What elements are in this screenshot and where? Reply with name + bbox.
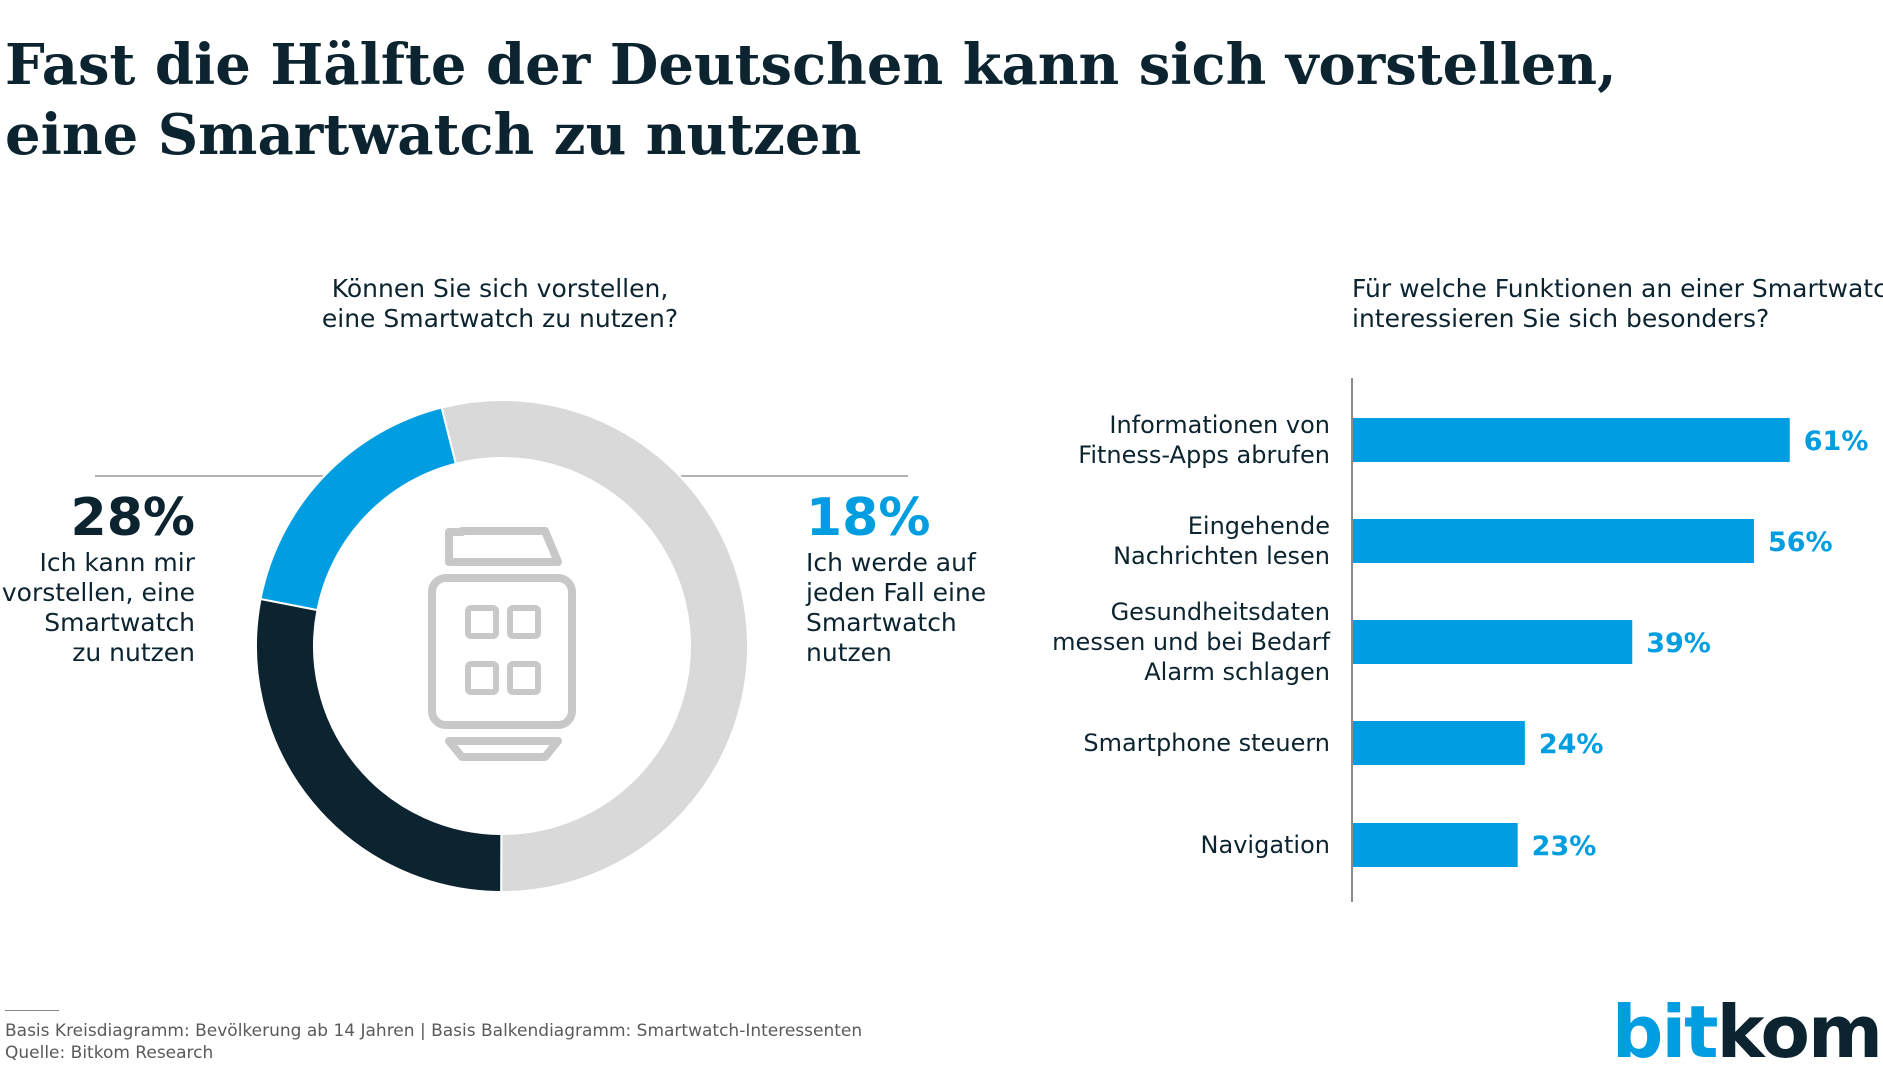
logo-part-bit: bit (1611, 990, 1719, 1074)
donut-segment-may-use (255, 597, 503, 894)
bar-category-label: Gesundheitsdaten messen und bei Bedarf Ala… (1052, 598, 1330, 686)
bar-chart-question: Für welche Funktionen an einer Smartwatc… (1352, 274, 1883, 334)
bar-question-line-2: interessieren Sie sich besonders? (1352, 304, 1770, 333)
bar-3 (1353, 620, 1633, 664)
bitkom-logo: bitkom (1611, 990, 1883, 1074)
bar-category-label-line: Navigation (1201, 831, 1330, 859)
bar-category-label-line: Eingehende (1188, 512, 1330, 540)
title-line-1: Fast die Hälfte der Deutschen kann sich … (5, 32, 1617, 98)
label-line: Smartwatch (806, 608, 957, 637)
footer-rule (5, 1010, 59, 1011)
bar-value-label: 24% (1539, 729, 1604, 760)
label-line: vorstellen, eine (1, 578, 195, 607)
bar-category-label: Eingehende Nachrichten lesen (1113, 512, 1330, 570)
page-title: Fast die Hälfte der Deutschen kann sich … (5, 30, 1705, 170)
donut-value-label-may-use: 28% (70, 488, 195, 548)
bar-value-label: 61% (1804, 426, 1869, 457)
donut-question-line-2: eine Smartwatch zu nutzen? (321, 304, 679, 333)
donut-category-label-may-use: Ich kann mir vorstellen, eine Smartwatch… (0, 548, 195, 668)
bar-value-label: 56% (1768, 527, 1833, 558)
bar-category-label-line: Nachrichten lesen (1113, 542, 1330, 570)
donut-category-label-will-use: Ich werde auf jeden Fall eine Smartwatch… (806, 548, 986, 668)
donut-question-line-1: Können Sie sich vorstellen, (331, 274, 669, 303)
bar-2 (1353, 519, 1754, 563)
logo-part-kom: kom (1716, 990, 1883, 1074)
bar-value-label: 23% (1532, 831, 1597, 862)
label-line: nutzen (806, 638, 892, 667)
bar-question-line-1: Für welche Funktionen an einer Smartwatc… (1352, 274, 1883, 303)
label-line: Smartwatch (44, 608, 195, 637)
bar-category-label-line: Smartphone steuern (1083, 729, 1330, 757)
label-line: Ich werde auf (806, 548, 976, 577)
label-line: zu nutzen (72, 638, 195, 667)
bar-value-label: 39% (1646, 628, 1711, 659)
bar-4 (1353, 721, 1525, 765)
smartwatch-icon (428, 527, 576, 761)
donut-segment-other (440, 399, 749, 893)
bar-1 (1353, 418, 1790, 462)
donut-value-label-will-use: 18% (806, 488, 931, 548)
bar-category-label-line: Gesundheitsdaten (1111, 598, 1330, 626)
bar-category-label-line: Fitness-Apps abrufen (1078, 441, 1330, 469)
label-line: Ich kann mir (39, 548, 195, 577)
bar-category-label: Informationen von Fitness-Apps abrufen (1078, 411, 1330, 469)
footer-basis: Basis Kreisdiagramm: Bevölkerung ab 14 J… (5, 1021, 863, 1041)
bar-category-label-line: Alarm schlagen (1144, 658, 1330, 686)
bar-category-label: Smartphone steuern (1083, 729, 1330, 757)
title-line-2: eine Smartwatch zu nutzen (5, 102, 862, 168)
bar-category-label-line: messen und bei Bedarf (1052, 628, 1330, 656)
footer-source: Quelle: Bitkom Research (5, 1043, 214, 1063)
label-line: jeden Fall eine (806, 578, 987, 607)
bar-category-label: Navigation (1201, 831, 1330, 859)
bar-5 (1353, 823, 1518, 867)
donut-chart-question: Können Sie sich vorstellen, eine Smartwa… (230, 274, 770, 334)
bar-category-label-line: Informationen von (1109, 411, 1330, 439)
